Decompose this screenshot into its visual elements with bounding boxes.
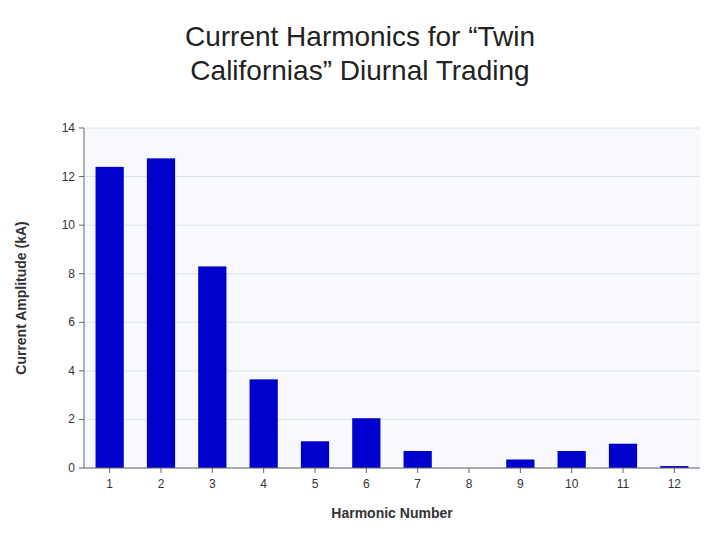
y-axis-line bbox=[84, 128, 85, 468]
y-axis: 0 2 4 6 8 10 12 14 bbox=[62, 121, 84, 475]
y-axis-label: Current Amplitude (kA) bbox=[13, 221, 29, 374]
y-tick-label: 12 bbox=[62, 170, 76, 184]
grid-line bbox=[84, 176, 700, 177]
bar bbox=[558, 451, 586, 468]
x-tick-label: 7 bbox=[414, 477, 421, 491]
y-tick bbox=[79, 322, 84, 323]
grid-line bbox=[84, 128, 700, 129]
x-tick-label: 6 bbox=[363, 477, 370, 491]
x-tick-label: 5 bbox=[312, 477, 319, 491]
x-tick-label: 4 bbox=[260, 477, 267, 491]
bar bbox=[506, 460, 534, 469]
x-tick-label: 3 bbox=[209, 477, 216, 491]
y-tick bbox=[79, 370, 84, 371]
bar bbox=[96, 167, 124, 468]
grid-line bbox=[84, 419, 700, 420]
x-tick-label: 11 bbox=[617, 477, 630, 491]
y-tick bbox=[79, 128, 84, 129]
grid-line bbox=[84, 322, 700, 323]
y-tick bbox=[79, 225, 84, 226]
y-tick-label: 10 bbox=[62, 218, 76, 232]
bar bbox=[352, 418, 380, 468]
y-tick-label: 6 bbox=[68, 315, 75, 329]
bar bbox=[250, 379, 278, 468]
x-tick bbox=[315, 468, 316, 473]
x-axis: 123456789101112 bbox=[106, 468, 681, 491]
x-tick bbox=[161, 468, 162, 473]
chart-container: Current Harmonics for “TwinCalifornias” … bbox=[0, 0, 720, 540]
x-tick bbox=[674, 468, 675, 473]
y-tick bbox=[79, 273, 84, 274]
title-line: Current Harmonics for “Twin bbox=[185, 21, 535, 52]
x-tick-label: 12 bbox=[668, 477, 682, 491]
x-axis-label: Harmonic Number bbox=[331, 505, 453, 521]
bar bbox=[147, 158, 175, 468]
x-tick-label: 9 bbox=[517, 477, 524, 491]
x-axis-line bbox=[84, 468, 700, 469]
grid-line bbox=[84, 273, 700, 274]
chart-title: Current Harmonics for “TwinCalifornias” … bbox=[185, 21, 535, 86]
y-grid bbox=[84, 128, 700, 468]
x-tick-label: 2 bbox=[158, 477, 165, 491]
bar bbox=[198, 266, 226, 468]
x-tick bbox=[571, 468, 572, 473]
plot-background bbox=[84, 128, 700, 468]
y-tick bbox=[79, 419, 84, 420]
bar bbox=[301, 441, 329, 468]
x-tick bbox=[366, 468, 367, 473]
y-tick-label: 2 bbox=[68, 412, 75, 426]
x-tick-label: 1 bbox=[106, 477, 113, 491]
chart-svg: Current Harmonics for “TwinCalifornias” … bbox=[0, 0, 720, 540]
x-tick-label: 8 bbox=[466, 477, 473, 491]
grid-line bbox=[84, 468, 700, 469]
y-tick bbox=[79, 468, 84, 469]
x-tick bbox=[263, 468, 264, 473]
x-tick bbox=[469, 468, 470, 473]
bar bbox=[404, 451, 432, 468]
x-tick bbox=[623, 468, 624, 473]
x-tick bbox=[520, 468, 521, 473]
y-tick-label: 14 bbox=[62, 121, 76, 135]
y-tick-label: 4 bbox=[68, 364, 75, 378]
y-tick bbox=[79, 176, 84, 177]
x-tick bbox=[212, 468, 213, 473]
bar bbox=[609, 444, 637, 468]
title-line: Californias” Diurnal Trading bbox=[190, 55, 529, 86]
y-tick-label: 0 bbox=[68, 461, 75, 475]
grid-line bbox=[84, 225, 700, 226]
grid-line bbox=[84, 370, 700, 371]
y-tick-label: 8 bbox=[68, 267, 75, 281]
x-tick-label: 10 bbox=[565, 477, 579, 491]
bars bbox=[96, 158, 689, 468]
x-tick bbox=[109, 468, 110, 473]
x-tick bbox=[417, 468, 418, 473]
